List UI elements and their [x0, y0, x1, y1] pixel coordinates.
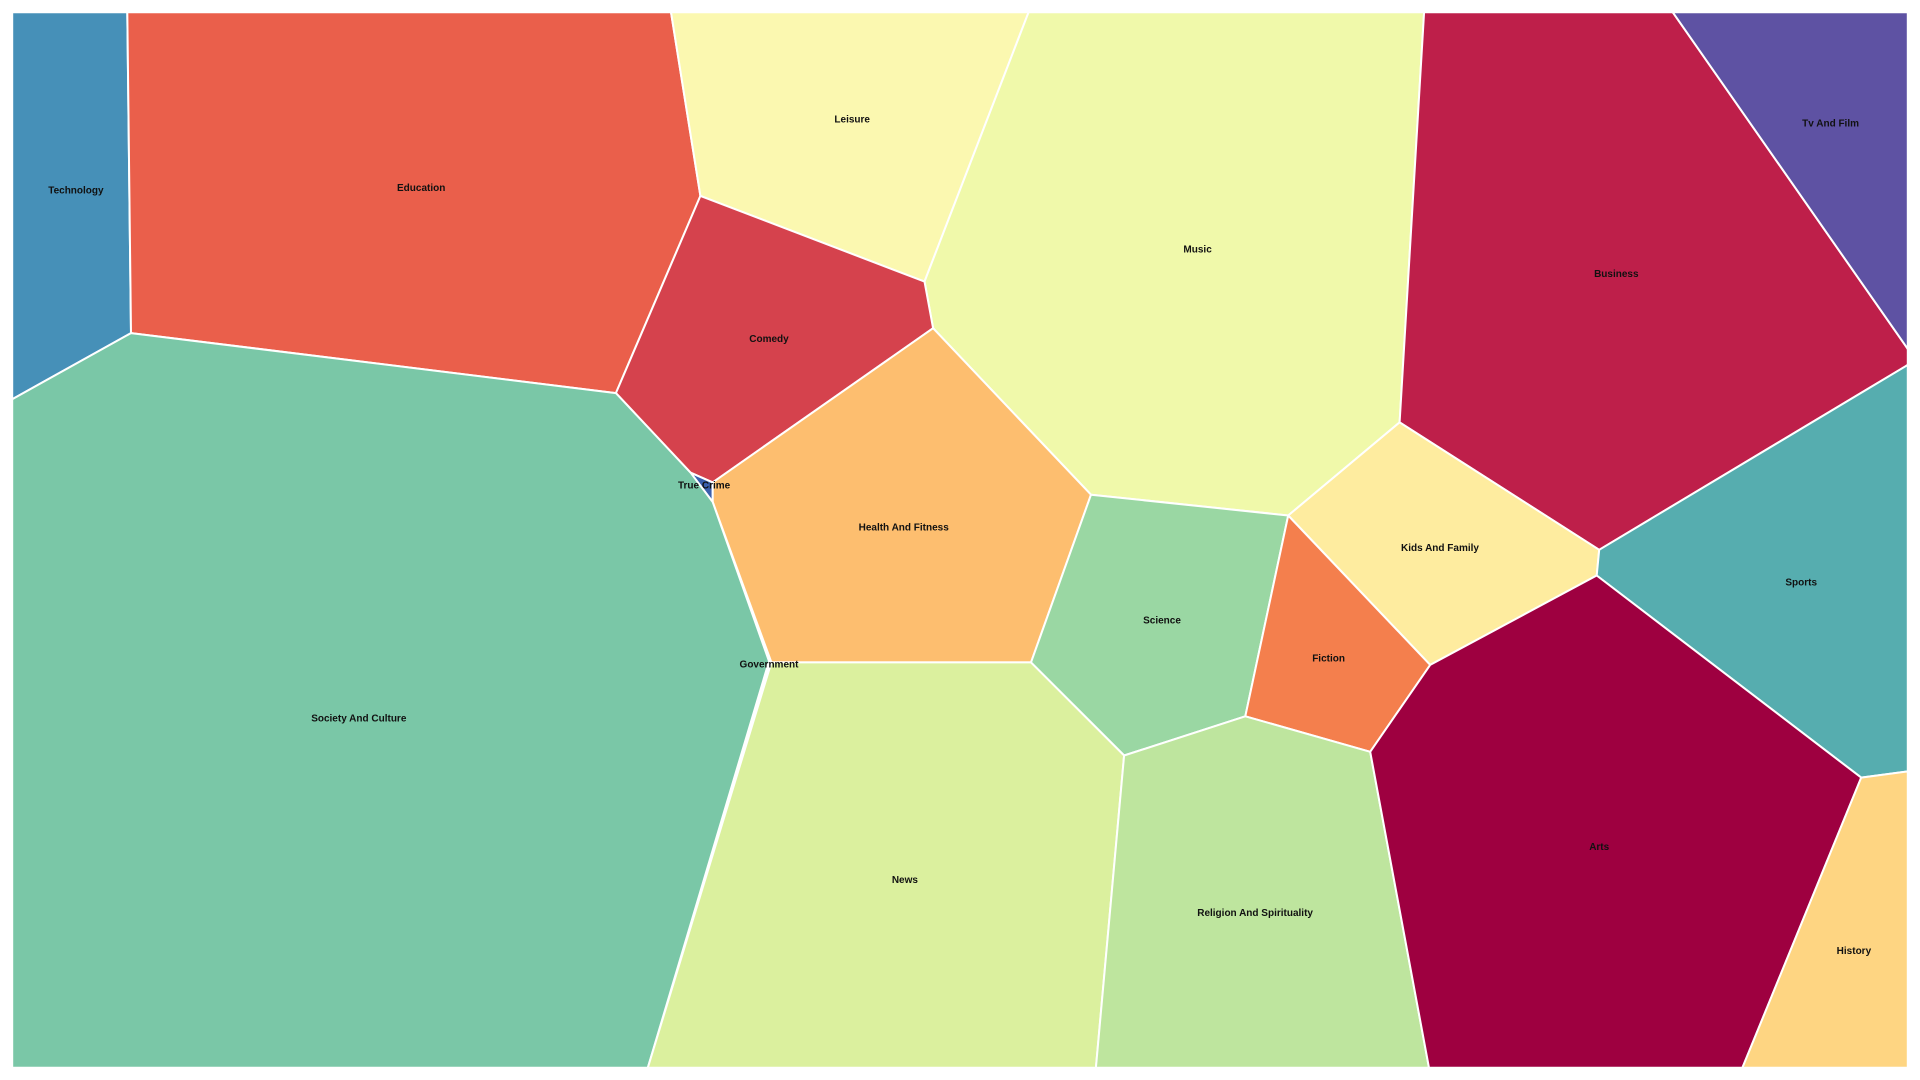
label-society-and-culture: Society And Culture [311, 713, 407, 724]
label-news: News [892, 875, 919, 886]
label-tv-and-film: Tv And Film [1802, 118, 1859, 129]
label-science: Science [1143, 615, 1181, 626]
labels-layer: Technology Education Leisure Music Business T… [48, 115, 1871, 957]
label-business: Business [1594, 269, 1639, 280]
cell-society-and-culture [11, 332, 770, 1069]
cell-technology [11, 11, 132, 401]
label-kids-and-family: Kids And Family [1401, 543, 1479, 554]
label-fiction: Fiction [1312, 653, 1345, 664]
label-true-crime: True Crime [678, 481, 731, 492]
cell-tv-and-film [1671, 11, 1909, 350]
label-history: History [1837, 946, 1872, 957]
cells-layer [11, 11, 1909, 1069]
label-religion-and-spirituality: Religion And Spirituality [1197, 908, 1313, 919]
label-arts: Arts [1589, 842, 1609, 853]
label-government: Government [740, 660, 800, 671]
label-sports: Sports [1785, 578, 1817, 589]
label-leisure: Leisure [834, 115, 870, 126]
cell-history [1741, 770, 1909, 1069]
label-music: Music [1183, 244, 1212, 255]
label-comedy: Comedy [749, 334, 789, 345]
label-technology: Technology [48, 186, 104, 197]
label-health-and-fitness: Health And Fitness [859, 522, 950, 533]
label-education: Education [397, 183, 445, 194]
cell-education [126, 11, 702, 395]
